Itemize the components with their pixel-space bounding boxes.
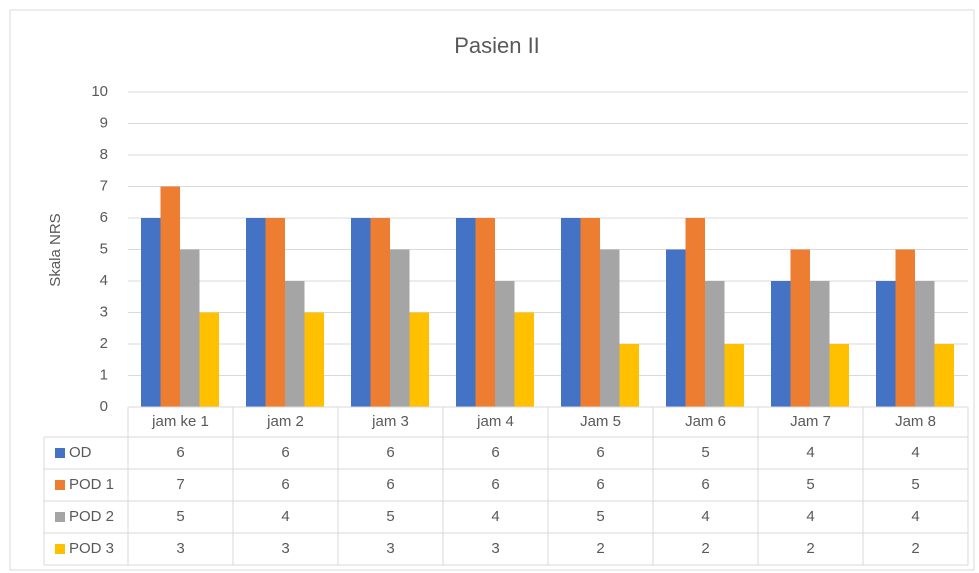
bar: [495, 281, 515, 407]
bar: [810, 281, 830, 407]
y-tick-label: 5: [100, 240, 108, 257]
bar: [246, 218, 266, 407]
x-tick-label: Jam 7: [790, 413, 831, 430]
bar: [790, 249, 810, 407]
table-value: 4: [491, 508, 499, 525]
y-axis-label: Skala NRS: [47, 213, 64, 286]
table-value: 3: [491, 540, 499, 557]
y-tick-label: 3: [100, 303, 108, 320]
table-value: 6: [596, 476, 604, 493]
bar: [619, 344, 639, 407]
bar: [771, 281, 791, 407]
y-tick-label: 1: [100, 366, 108, 383]
legend-label: POD 2: [69, 508, 114, 525]
table-value: 4: [701, 508, 709, 525]
bar: [351, 218, 371, 407]
bar: [600, 249, 620, 407]
bar: [580, 218, 600, 407]
table-value: 5: [176, 508, 184, 525]
bar: [915, 281, 935, 407]
bar: [514, 312, 534, 407]
bar: [724, 344, 744, 407]
bar: [895, 249, 915, 407]
legend-label: POD 3: [69, 540, 114, 557]
bar: [685, 218, 705, 407]
table-value: 4: [911, 508, 919, 525]
table-value: 6: [281, 476, 289, 493]
bar: [934, 344, 954, 407]
table-value: 6: [386, 476, 394, 493]
x-tick-label: Jam 8: [895, 413, 936, 430]
bar: [285, 281, 305, 407]
table-value: 5: [701, 444, 709, 461]
bar: [390, 249, 410, 407]
bar: [370, 218, 390, 407]
bar: [666, 249, 686, 407]
legend-label: POD 1: [69, 476, 114, 493]
y-tick-label: 10: [91, 83, 108, 100]
x-tick-label: jam 4: [476, 413, 514, 430]
table-value: 2: [701, 540, 709, 557]
legend-swatch: [55, 512, 65, 522]
table-value: 3: [281, 540, 289, 557]
bar: [475, 218, 495, 407]
x-tick-label: jam 2: [266, 413, 304, 430]
table-value: 2: [911, 540, 919, 557]
table-value: 6: [281, 444, 289, 461]
bar: [409, 312, 429, 407]
y-tick-label: 9: [100, 114, 108, 131]
x-tick-label: jam 3: [371, 413, 409, 430]
legend-swatch: [55, 544, 65, 554]
table-value: 6: [596, 444, 604, 461]
bar: [304, 312, 324, 407]
table-value: 4: [281, 508, 289, 525]
table-value: 6: [386, 444, 394, 461]
y-tick-label: 7: [100, 177, 108, 194]
table-value: 6: [701, 476, 709, 493]
legend-label: OD: [69, 444, 92, 461]
y-tick-label: 6: [100, 209, 108, 226]
table-value: 5: [806, 476, 814, 493]
bar: [829, 344, 849, 407]
legend-swatch: [55, 448, 65, 458]
bar: [180, 249, 200, 407]
y-tick-label: 2: [100, 335, 108, 352]
table-value: 5: [911, 476, 919, 493]
x-tick-label: Jam 5: [580, 413, 621, 430]
bar: [705, 281, 725, 407]
table-value: 6: [176, 444, 184, 461]
y-tick-label: 4: [100, 272, 108, 289]
y-tick-label: 0: [100, 398, 108, 415]
table-value: 2: [596, 540, 604, 557]
bar: [561, 218, 581, 407]
table-value: 2: [806, 540, 814, 557]
table-value: 6: [491, 476, 499, 493]
table-value: 4: [806, 508, 814, 525]
y-tick-label: 8: [100, 146, 108, 163]
x-tick-label: jam ke 1: [151, 413, 209, 430]
bar: [199, 312, 219, 407]
bar: [456, 218, 476, 407]
table-value: 5: [386, 508, 394, 525]
table-value: 4: [806, 444, 814, 461]
bar: [141, 218, 161, 407]
table-value: 6: [491, 444, 499, 461]
table-value: 4: [911, 444, 919, 461]
bar: [876, 281, 896, 407]
x-tick-label: Jam 6: [685, 413, 726, 430]
bar: [265, 218, 285, 407]
bar: [160, 186, 180, 407]
table-value: 7: [176, 476, 184, 493]
table-value: 3: [386, 540, 394, 557]
chart-title: Pasien II: [454, 33, 540, 58]
table-value: 5: [596, 508, 604, 525]
table-value: 3: [176, 540, 184, 557]
legend-swatch: [55, 480, 65, 490]
